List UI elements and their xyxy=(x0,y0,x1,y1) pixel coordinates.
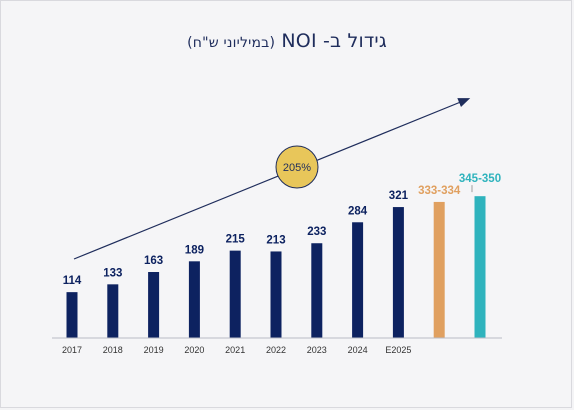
value-label: 189 xyxy=(185,244,204,256)
x-tick-label: 2024 xyxy=(348,345,368,355)
chart-title-main: גידול ב- NOI xyxy=(281,30,387,52)
growth-badge-label: 205% xyxy=(283,162,311,174)
chart-title-sub: (במיליוני ש"ח) xyxy=(187,35,276,51)
bar-2024 xyxy=(352,222,364,338)
value-label: 114 xyxy=(63,275,82,287)
x-tick-label: 2022 xyxy=(266,345,286,355)
value-label: 284 xyxy=(348,205,368,217)
x-tick-label: 2021 xyxy=(225,345,245,355)
value-label: 213 xyxy=(266,234,285,246)
bar-2021 xyxy=(229,250,241,338)
x-tick-label: 2019 xyxy=(144,345,164,355)
value-label: 133 xyxy=(103,267,122,279)
value-label: 321 xyxy=(389,190,409,202)
value-label: 345-350 xyxy=(459,173,501,185)
bar-2019 xyxy=(148,272,160,338)
bar-2020 xyxy=(188,261,200,338)
bar-2017 xyxy=(66,292,78,338)
value-label: 233 xyxy=(307,226,326,238)
x-tick-label: E2025 xyxy=(385,345,411,355)
bar-forecast-9 xyxy=(433,201,445,338)
bar-2018 xyxy=(107,284,119,338)
growth-arrow xyxy=(73,98,471,260)
x-tick-label: 2023 xyxy=(307,345,327,355)
bar-2022 xyxy=(270,251,282,338)
bar-forecast-10 xyxy=(474,196,486,338)
value-label: 215 xyxy=(226,234,246,246)
x-tick-label: 2020 xyxy=(184,345,204,355)
x-tick-label: 2017 xyxy=(62,345,82,355)
value-label: 163 xyxy=(144,255,163,267)
growth-badge xyxy=(275,145,319,189)
bar-E2025 xyxy=(392,207,404,338)
chart-title: גידול ב- NOI (במיליוני ש"ח) xyxy=(0,30,574,52)
x-tick-label: 2018 xyxy=(103,345,123,355)
value-label: 333-334 xyxy=(418,185,461,197)
bar-2023 xyxy=(311,243,323,338)
